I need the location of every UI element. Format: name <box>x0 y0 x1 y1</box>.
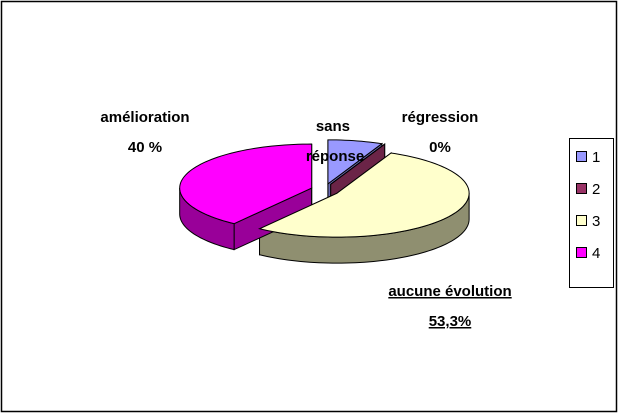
pie-tops <box>179 139 470 238</box>
legend-box <box>569 138 614 288</box>
slice-top <box>330 143 385 185</box>
data-label-name: régression <box>402 109 479 126</box>
legend-swatch <box>576 183 587 194</box>
data-label-name: sans réponse <box>306 118 364 165</box>
legend-label: 4 <box>592 245 600 262</box>
legend-label: 1 <box>592 149 600 166</box>
data-label-value: 0% <box>429 139 451 156</box>
data-label-value: 53,3% <box>429 313 472 330</box>
legend-label: 3 <box>592 213 600 230</box>
slice-top <box>327 139 384 185</box>
legend-swatch <box>576 151 587 162</box>
legend-swatch <box>576 247 587 258</box>
slice-top <box>257 152 470 238</box>
data-label-value: 40 % <box>128 139 162 156</box>
slice-top <box>179 143 313 225</box>
legend-swatch <box>576 215 587 226</box>
data-label-name: aucune évolution <box>388 283 511 300</box>
legend-label: 2 <box>592 181 600 198</box>
data-label-name: amélioration <box>100 109 189 126</box>
